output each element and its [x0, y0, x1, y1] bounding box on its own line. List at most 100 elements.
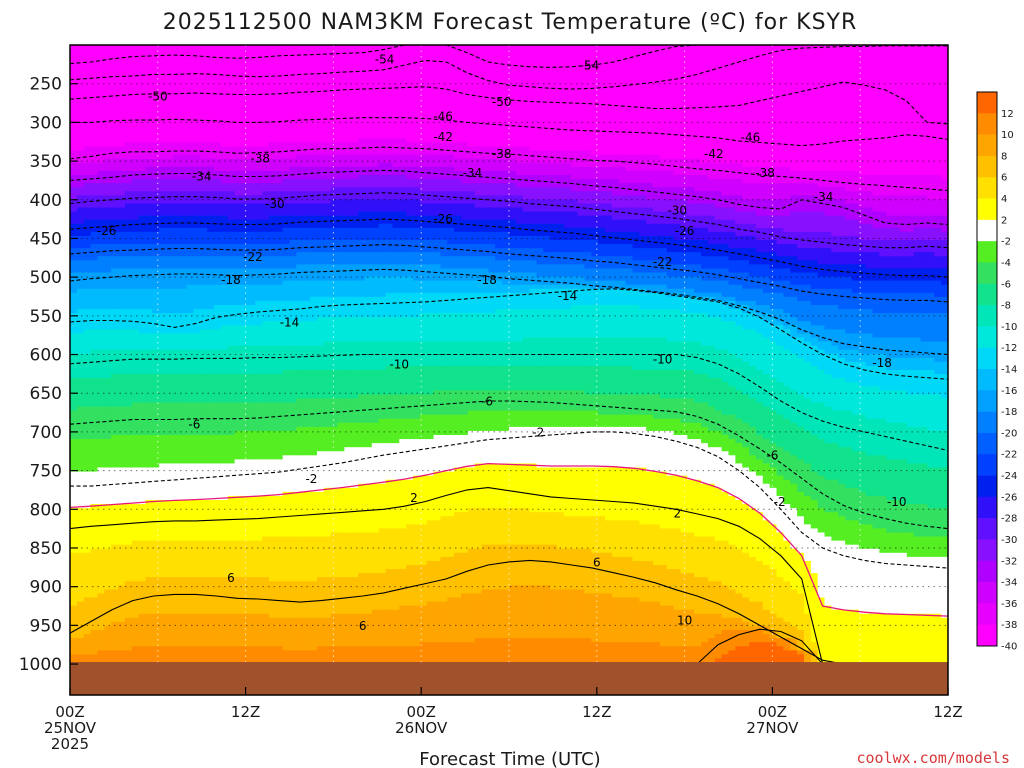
temperature-cell — [90, 329, 99, 351]
temperature-cell — [865, 455, 874, 497]
temperature-cell — [296, 491, 304, 538]
temperature-cell — [296, 426, 304, 456]
temperature-cell — [735, 443, 743, 465]
temperature-cell — [330, 179, 339, 188]
temperature-cell — [522, 272, 531, 286]
temperature-cell — [371, 154, 380, 168]
temperature-cell — [378, 187, 387, 200]
temperature-cell — [200, 402, 208, 436]
temperature-cell — [83, 272, 92, 290]
temperature-cell — [632, 248, 640, 261]
temperature-cell — [172, 540, 181, 578]
temperature-cell — [296, 455, 304, 493]
temperature-cell — [632, 288, 640, 306]
temperature-cell — [364, 199, 373, 213]
colorbar-label: -10 — [1001, 322, 1017, 333]
temperature-cell — [899, 240, 908, 257]
temperature-cell — [728, 219, 736, 233]
temperature-cell — [268, 158, 277, 172]
temperature-cell — [783, 268, 791, 282]
temperature-cell — [584, 240, 592, 253]
temperature-cell — [536, 337, 544, 367]
temperature-cell — [584, 215, 592, 229]
temperature-cell — [769, 215, 778, 229]
temperature-cell — [803, 321, 812, 335]
temperature-cell — [666, 605, 675, 647]
temperature-cell — [364, 483, 373, 534]
temperature-cell — [406, 215, 414, 229]
temperature-cell — [824, 353, 832, 375]
temperature-cell — [467, 410, 476, 432]
temperature-cell — [426, 365, 435, 395]
temperature-cell — [687, 45, 695, 160]
temperature-cell — [220, 191, 229, 205]
temperature-cell — [831, 235, 839, 253]
temperature-cell — [159, 268, 167, 290]
temperature-cell — [721, 244, 730, 257]
temperature-cell — [364, 341, 373, 371]
temperature-cell — [845, 191, 853, 205]
temperature-cell — [502, 207, 510, 221]
temperature-cell — [70, 272, 78, 294]
temperature-cell — [543, 162, 551, 176]
temperature-cell — [303, 426, 311, 456]
temperature-cell — [755, 313, 764, 318]
plot-frame — [69, 44, 949, 696]
temperature-cell — [481, 45, 490, 148]
temperature-cell — [694, 402, 702, 424]
temperature-cell — [707, 430, 716, 448]
temperature-cell — [666, 341, 675, 371]
temperature-cell — [845, 382, 853, 412]
temperature-cell — [769, 524, 778, 570]
temperature-cell — [166, 613, 174, 647]
temperature-cell — [810, 528, 819, 574]
temperature-cell — [879, 268, 887, 282]
temperature-cell — [653, 223, 661, 237]
temperature-cell — [598, 642, 606, 680]
temperature-cell — [268, 536, 277, 582]
temperature-cell — [872, 240, 881, 253]
temperature-cell — [268, 183, 277, 192]
temperature-cell — [707, 581, 716, 615]
temperature-cell — [179, 142, 188, 156]
temperature-cell — [275, 374, 284, 404]
temperature-cell — [557, 548, 565, 590]
temperature-cell — [522, 309, 531, 339]
temperature-cell — [776, 45, 784, 168]
temperature-cell — [659, 223, 668, 237]
temperature-cell — [515, 235, 524, 249]
temperature-cell — [467, 244, 476, 257]
temperature-cell — [893, 422, 901, 460]
temperature-cell — [701, 374, 709, 404]
temperature-cell — [310, 227, 318, 241]
temperature-cell — [701, 313, 709, 347]
temperature-cell — [666, 45, 675, 160]
temperature-cell — [550, 264, 558, 278]
temperature-cell — [454, 280, 462, 294]
temperature-cell — [707, 300, 716, 318]
temperature-cell — [639, 195, 647, 209]
temperature-cell — [145, 577, 153, 615]
credit-link[interactable]: coolwx.com/models — [856, 749, 1010, 767]
temperature-cell — [351, 215, 359, 229]
temperature-cell — [296, 203, 304, 217]
temperature-cell — [323, 191, 332, 205]
temperature-cell — [797, 170, 805, 184]
temperature-cell — [817, 45, 826, 172]
temperature-cell — [159, 313, 167, 335]
temperature-cell — [769, 325, 778, 343]
temperature-cell — [460, 552, 469, 595]
temperature-cell — [262, 577, 270, 615]
temperature-cell — [515, 365, 524, 391]
temperature-cell — [316, 252, 325, 265]
isotherm-label: -46 — [433, 110, 453, 124]
temperature-cell — [454, 215, 462, 233]
temperature-cell — [577, 365, 586, 391]
isotherm-label: -10 — [389, 357, 409, 371]
temperature-cell — [310, 264, 318, 282]
temperature-cell — [467, 365, 476, 391]
temperature-cell — [515, 223, 524, 237]
temperature-cell — [97, 170, 105, 184]
temperature-cell — [790, 353, 798, 391]
temperature-cell — [241, 256, 249, 270]
